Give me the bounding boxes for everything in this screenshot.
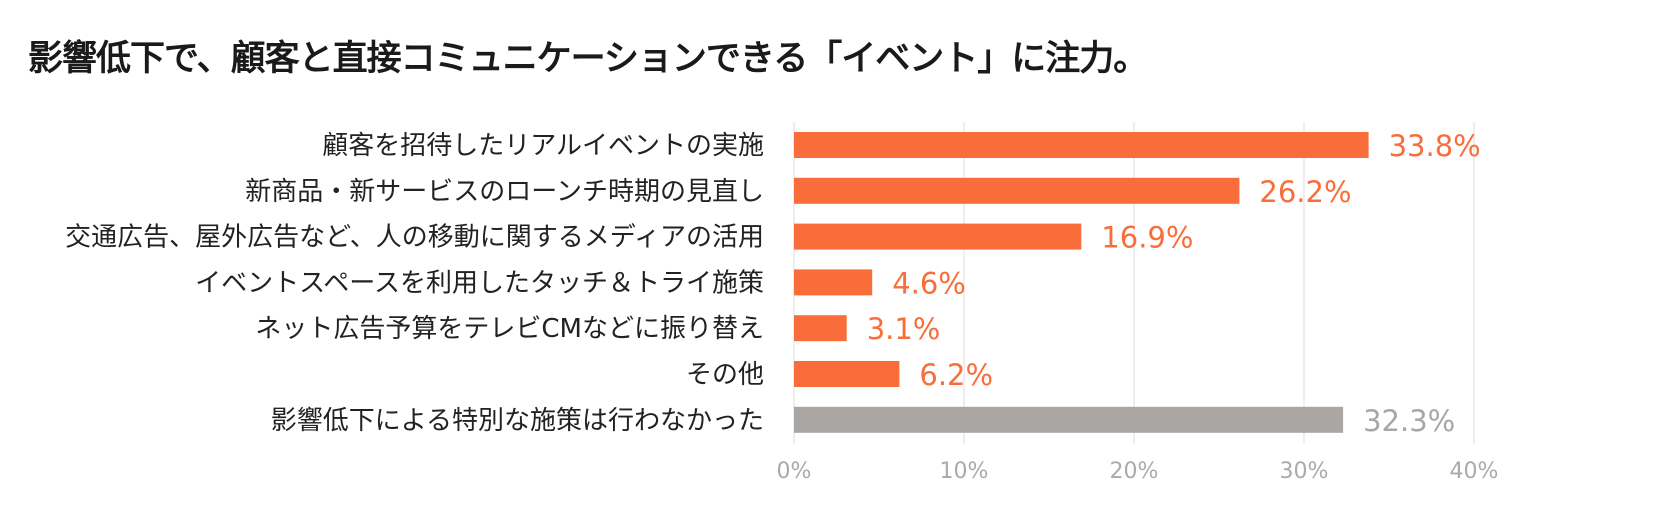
category-label: 交通広告、屋外広告など、人の移動に関するメディアの活用 (65, 223, 764, 253)
chart-category-labels: 顧客を招待したリアルイベントの実施新商品・新サービスのローンチ時期の見直し交通広… (65, 131, 764, 436)
category-label: イベントスペースを利用したタッチ＆トライ施策 (195, 268, 764, 298)
value-label: 6.2% (919, 358, 993, 392)
value-label: 4.6% (892, 266, 966, 300)
x-tick-label: 20% (1110, 459, 1159, 484)
bar (794, 406, 1344, 433)
bar (794, 361, 900, 387)
bar (794, 177, 1240, 204)
value-label: 16.9% (1101, 221, 1193, 255)
x-tick-label: 40% (1450, 459, 1499, 484)
value-label: 32.3% (1363, 404, 1455, 438)
value-label: 33.8% (1389, 129, 1481, 163)
page-title: 影響低下で、顧客と直接コミュニケーションできる「イベント」に注力。 (28, 39, 1148, 79)
category-label: 新商品・新サービスのローンチ時期の見直し (245, 177, 764, 207)
bar (794, 223, 1082, 250)
value-label: 3.1% (867, 312, 941, 346)
chart-bars (794, 132, 1369, 433)
x-tick-label: 30% (1280, 459, 1329, 484)
category-label: 影響低下による特別な施策は行わなかった (271, 406, 764, 436)
bar (794, 132, 1369, 158)
category-label: ネット広告予算をテレビCMなどに振り替え (255, 314, 764, 344)
x-tick-label: 10% (940, 459, 989, 484)
value-label: 26.2% (1259, 175, 1351, 209)
category-label: その他 (686, 360, 764, 390)
bar (794, 315, 847, 342)
chart-gridlines (793, 122, 1475, 444)
chart-value-labels: 33.8% 26.2% 16.9% 4.6% 3.1% 6.2% 32.3% (867, 129, 1481, 438)
x-tick-label: 0% (777, 459, 812, 484)
chart-x-tick-labels: 0% 10% 20% 30% 40% (777, 459, 1499, 484)
bar (794, 269, 873, 296)
category-label: 顧客を招待したリアルイベントの実施 (322, 131, 764, 161)
